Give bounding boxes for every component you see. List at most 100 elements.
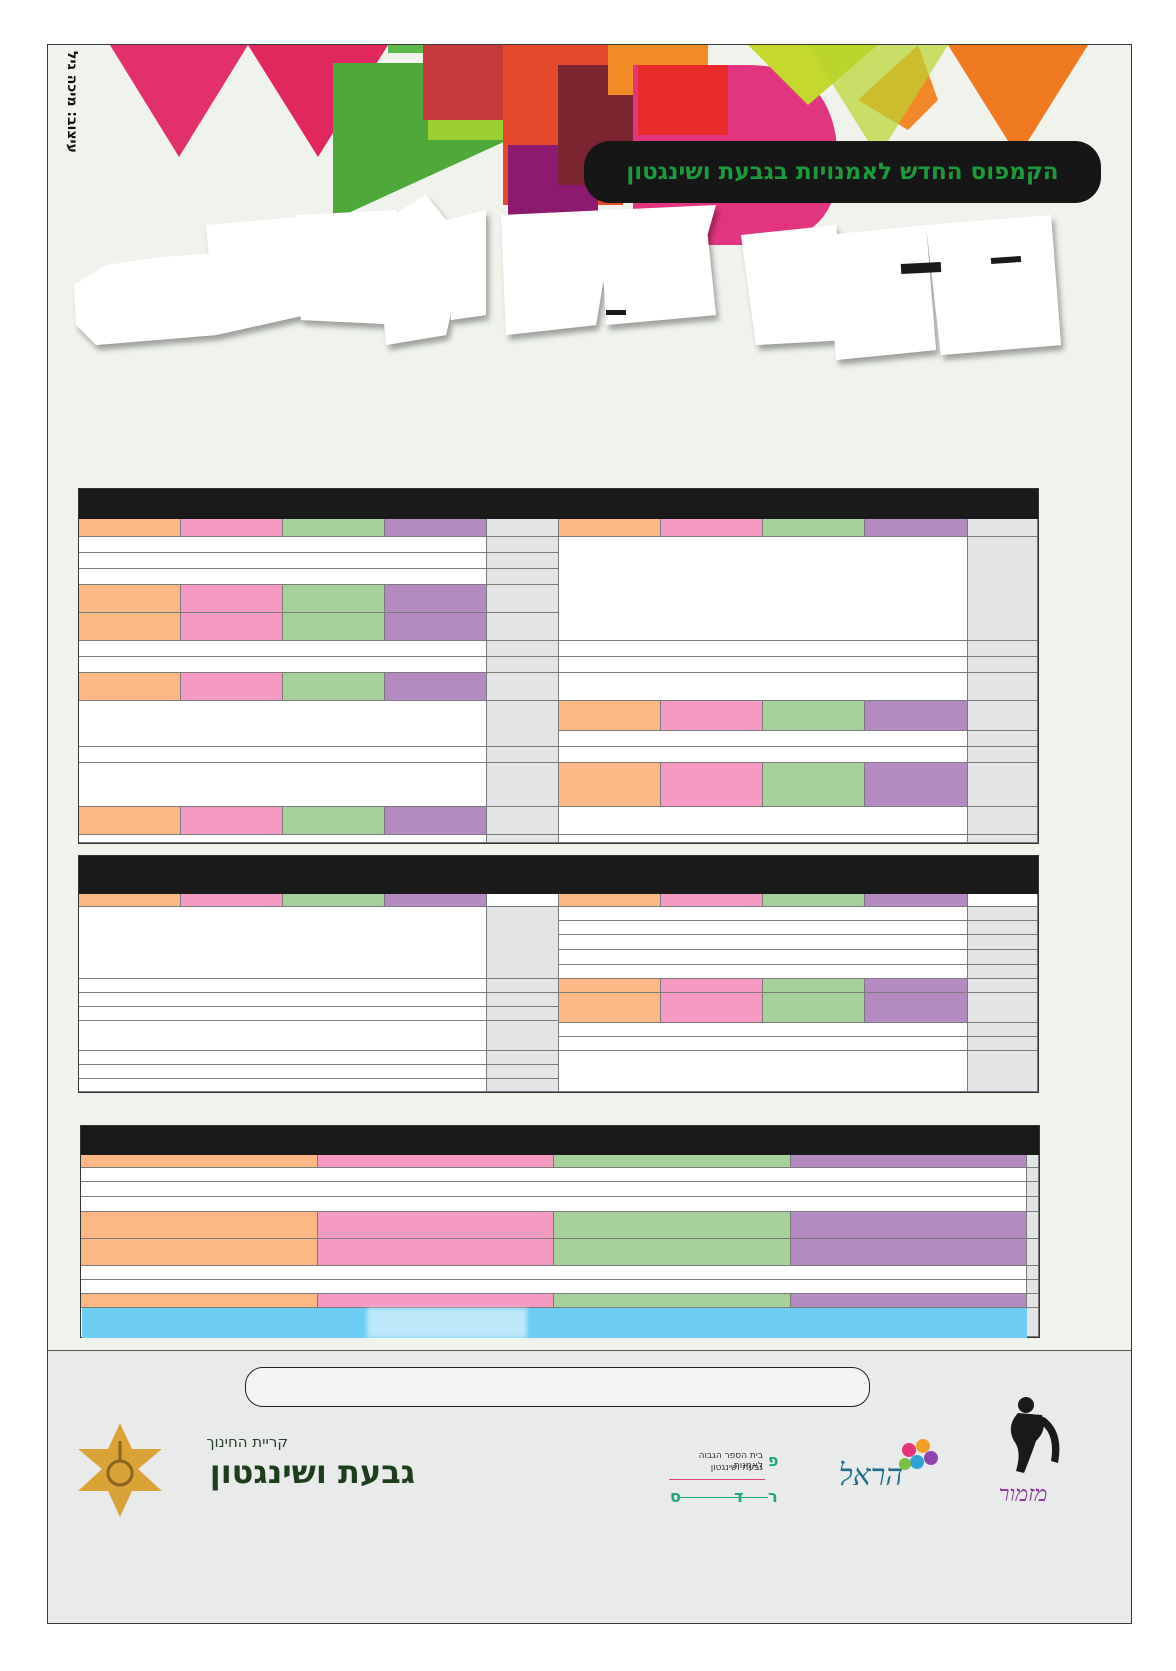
grid-cell [968,731,1038,747]
grid-cell [181,613,283,641]
title-block [601,220,716,325]
schedule-header-bar [79,856,1038,894]
grid-cell [661,519,763,537]
grid-cell [865,519,968,537]
grid-cell [283,673,385,701]
grid-cell [487,673,559,701]
title-block [74,253,216,345]
grid-cell [791,1239,1027,1266]
designer-credit: עיצוב: מיכה גיל [64,51,80,153]
grid-cell [968,993,1038,1023]
grid-cell [79,569,487,585]
title-dash [990,255,1022,265]
highlight-label [367,1308,527,1338]
grid-cell [81,1280,1027,1294]
grid-cell [79,747,487,763]
grid-cell [283,585,385,613]
logo-school-mark-4: ס [670,1487,681,1506]
grid-cell [79,613,181,641]
logo-school-divider [678,1497,768,1498]
grid-cell [559,835,968,843]
logo-school-mark-1: פ [768,1451,779,1470]
grid-cell [559,965,968,979]
grid-cell [487,747,559,763]
grid-cell [79,835,487,843]
grid-cell [661,701,763,731]
grid-cell [487,835,559,843]
tree-icon [899,1439,938,1470]
grid-cell [1027,1168,1039,1182]
grid-cell [968,657,1038,673]
logo-school-mark-3: ד [734,1487,744,1506]
grid-cell [1027,1266,1039,1280]
grid-cell [968,835,1038,843]
logo-art-school: בית הספר הגבוה לאמנות גבעת ושינגטון פ ר … [668,1451,788,1523]
grid-cell [763,519,865,537]
grid-cell [763,701,865,731]
grid-cell [385,519,487,537]
grid-cell [79,553,487,569]
title-block [206,217,306,335]
grid-cell [487,641,559,657]
grid-cell [81,1168,1027,1182]
grid-cell [968,921,1038,935]
banner-triangle [110,45,248,157]
grid-cell [559,731,968,747]
grid-cell [763,979,865,993]
schedule-header-bar [79,489,1038,519]
grid-cell [487,907,559,979]
grid-cell [181,894,283,907]
dancers-icon [1010,1397,1060,1473]
grid-cell [79,657,487,673]
title-art [74,195,1061,360]
grid-cell [559,979,661,993]
grid-cell [487,763,559,807]
grid-cell [554,1239,791,1266]
banner-triangle [948,45,1088,157]
grid-cell [79,1021,487,1051]
logo-givat-kicker: קריית החינוך [206,1433,288,1451]
grid-cell [385,807,487,835]
grid-cell [554,1155,791,1168]
grid-cell [559,701,661,731]
poster: עיצוב: מיכה גיל הקמפוס החדש לאמנויות בגב… [47,44,1132,1624]
grid-cell [79,1065,487,1079]
title-block [926,215,1061,355]
grid-cell [283,613,385,641]
grid-cell [318,1155,554,1168]
grid-cell [968,807,1038,835]
grid-cell [968,935,1038,950]
grid-cell [791,1212,1027,1239]
grid-cell [79,519,181,537]
grid-cell [554,1212,791,1239]
grid-cell [487,1079,559,1092]
grid-cell [968,950,1038,965]
grid-cell [1027,1155,1039,1168]
grid-cell [81,1155,318,1168]
grid-cell [81,1197,1027,1212]
footer: קריית החינוך גבעת ושינגטון בית הספר הגבו… [48,1350,1131,1623]
grid-cell [487,1051,559,1065]
grid-cell [81,1294,318,1308]
grid-cell [487,1021,559,1051]
grid-cell [559,935,968,950]
grid-cell [559,641,968,657]
logo-school-mark-2: ר [768,1487,778,1506]
grid-cell [968,1023,1038,1037]
grid-cell [968,641,1038,657]
grid-cell [1027,1239,1039,1266]
grid-cell [79,1007,487,1021]
logo-givat-name: גבעת ושינגטון [209,1453,415,1491]
grid-cell [791,1155,1027,1168]
grid-cell [763,993,865,1023]
banner-shape [638,65,728,135]
star-icon [78,1423,162,1517]
grid-cell [487,1065,559,1079]
grid-cell [554,1294,791,1308]
grid-cell [968,519,1038,537]
grid-cell [968,965,1038,979]
grid-cell [283,807,385,835]
logo-harel-text: הראל [838,1458,903,1493]
grid-cell [487,993,559,1007]
schedule-grid-2 [78,855,1039,1093]
